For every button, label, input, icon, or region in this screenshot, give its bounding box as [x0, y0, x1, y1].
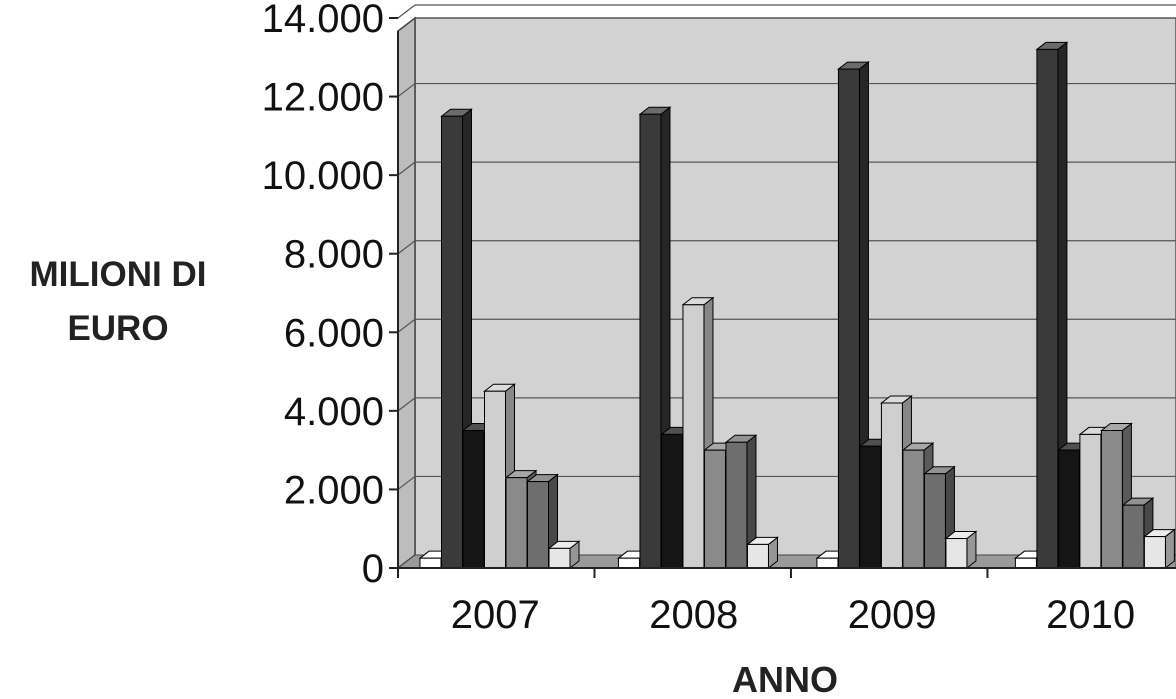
- y-tick-label: 2.000: [284, 468, 384, 512]
- x-axis-label: ANNO: [732, 659, 838, 699]
- bar-front: [484, 390, 506, 569]
- bar-front: [859, 445, 882, 569]
- grid-line-diagonal: [397, 161, 416, 176]
- y-axis-label-line-2: EURO: [67, 309, 168, 348]
- bar-front: [505, 477, 528, 569]
- bar-front: [462, 430, 485, 569]
- bar-front: [725, 441, 748, 569]
- grid-line-diagonal: [397, 240, 416, 255]
- bar-front: [617, 557, 640, 569]
- y-tick-labels: 0 2.000 4.000 6.000 8.000 10.000 12.000 14.000: [262, 0, 384, 591]
- bar: [836, 61, 870, 570]
- y-tick-label: 10.000: [262, 154, 384, 198]
- axes: [389, 17, 1176, 578]
- bar-front: [1122, 504, 1145, 569]
- grid-line-diagonal: [397, 397, 416, 412]
- bar-front: [639, 113, 662, 569]
- bar: [1035, 41, 1069, 570]
- x-tick-label: 2009: [848, 593, 937, 637]
- grid-line-diagonal: [397, 475, 416, 490]
- bar-front: [902, 449, 925, 569]
- x-tick-label: 2008: [649, 593, 738, 637]
- bar-front: [682, 304, 705, 569]
- y-axis-label-line-1: MILIONI DI: [30, 255, 207, 294]
- bar-front: [923, 473, 946, 569]
- bar: [724, 434, 758, 570]
- x-tick-label: 2007: [451, 593, 540, 637]
- y-tick-label: 14.000: [262, 0, 384, 41]
- bar-front: [419, 557, 442, 569]
- bar-front: [945, 538, 968, 569]
- bar: [944, 530, 978, 570]
- grid-line-diagonal: [397, 83, 416, 98]
- bar-front: [703, 449, 726, 569]
- y-tick-label: 4.000: [284, 390, 384, 434]
- x-tick-label: 2010: [1046, 593, 1135, 637]
- y-tick-label: 0: [362, 547, 384, 591]
- bar-front: [1036, 48, 1059, 569]
- y-tick-label: 8.000: [284, 233, 384, 277]
- bar: [1142, 528, 1176, 570]
- bar-front: [441, 115, 463, 569]
- side-wall: [397, 16, 416, 570]
- bar-front: [837, 68, 860, 569]
- bar-front: [1057, 449, 1080, 569]
- grid-line-diagonal: [397, 4, 416, 19]
- bar-front: [1100, 430, 1123, 569]
- bar-front: [1079, 433, 1102, 569]
- bar-front: [816, 557, 839, 569]
- bar-front: [548, 547, 571, 569]
- grid-line-diagonal: [397, 318, 416, 333]
- bar-front: [1014, 557, 1037, 569]
- y-tick-label: 12.000: [262, 76, 384, 120]
- bar-front: [880, 402, 903, 569]
- bar: [746, 536, 779, 570]
- bar-front: [660, 433, 683, 569]
- bar: [547, 540, 581, 570]
- bar-front: [1143, 536, 1166, 569]
- bar-front: [746, 543, 769, 569]
- y-tick-label: 6.000: [284, 311, 384, 355]
- x-tick-labels: 2007 2008 2009 2010: [451, 593, 1135, 637]
- bar-front: [527, 481, 549, 569]
